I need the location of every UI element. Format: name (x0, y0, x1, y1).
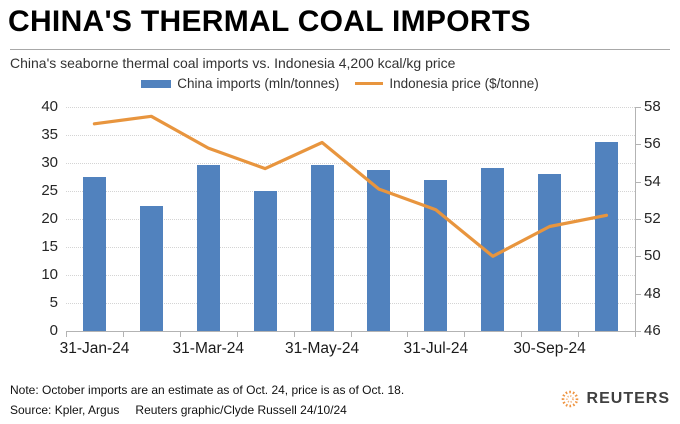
bar-1 (82, 177, 106, 331)
bar-7 (424, 179, 448, 331)
x-axis-tick (179, 332, 181, 337)
right-axis-tick (636, 293, 641, 295)
bar-5 (310, 165, 334, 331)
gridline-15 (66, 247, 635, 248)
x-axis-label-30-Sep-24: 30-Sep-24 (513, 340, 586, 357)
credit-text: Reuters graphic/Clyde Russell 24/10/24 (135, 403, 347, 417)
left-axis-label-25: 25 (41, 182, 58, 199)
gridline-30 (66, 163, 635, 164)
bar-9 (538, 173, 562, 331)
combo-chart: 0 5 10 15 20 25 30 35 40 46 48 50 52 54 56 58 31-Jan-24 3… (41, 98, 661, 357)
chart-legend: China imports (mln/tonnes) Indonesia pri… (0, 76, 680, 91)
legend-line-label: Indonesia price ($/tonne) (389, 76, 539, 91)
x-axis-label-31-May-24: 31-May-24 (285, 340, 360, 357)
gridline-5 (66, 303, 635, 304)
x-axis-tick (293, 332, 295, 337)
right-axis-tick (636, 219, 641, 220)
reuters-logo: REUTERS (560, 389, 670, 409)
left-axis-label-10: 10 (41, 266, 58, 283)
left-axis-label-40: 40 (41, 98, 58, 115)
x-axis-tick (122, 332, 124, 337)
gridline-20 (66, 219, 635, 220)
source-line: Source: Kpler, Argus Reuters graphic/Clyd… (10, 403, 347, 417)
reuters-wordmark: REUTERS (586, 390, 670, 407)
x-axis-tick (236, 332, 238, 337)
left-axis-label-20: 20 (41, 210, 58, 227)
right-axis-label-56: 56 (644, 135, 661, 153)
bar-6 (367, 170, 391, 331)
left-axis-label-5: 5 (49, 294, 58, 311)
x-axis-tick (635, 332, 636, 337)
gridline-10 (66, 275, 635, 276)
gridline-25 (66, 191, 635, 192)
x-axis-tick (578, 332, 580, 337)
right-axis-label-48: 48 (644, 284, 661, 302)
gridline-35 (66, 135, 635, 136)
x-axis-tick (350, 332, 352, 337)
plot-area (66, 107, 641, 337)
right-axis-label-54: 54 (644, 172, 661, 190)
x-axis-label-31-Jan-24: 31-Jan-24 (59, 340, 130, 357)
footnote: Note: October imports are an estimate as… (10, 383, 405, 397)
price-line-layer (92, 114, 609, 258)
bar-2 (139, 205, 163, 331)
bar-3 (196, 164, 220, 331)
bar-8 (481, 168, 505, 331)
right-axis-label-52: 52 (644, 210, 661, 227)
right-axis-label-50: 50 (644, 247, 661, 265)
right-axis-tick (636, 256, 641, 258)
left-axis-label-15: 15 (41, 238, 58, 255)
reuters-spiral-icon (561, 390, 578, 408)
right-axis-line (635, 107, 636, 332)
x-axis-label-31-Jul-24: 31-Jul-24 (403, 340, 469, 357)
chart-subtitle: China's seaborne thermal coal imports vs… (10, 55, 456, 71)
legend-bar-swatch-icon (141, 79, 172, 88)
x-axis-tick (66, 332, 67, 337)
right-axis-tick (636, 144, 641, 146)
indonesia-price-line (92, 114, 609, 258)
x-axis-line (66, 331, 635, 332)
left-axis-label-30: 30 (41, 154, 58, 171)
right-axis-tick (636, 107, 641, 108)
page-title: CHINA'S THERMAL COAL IMPORTS (8, 5, 531, 38)
right-axis-tick (636, 331, 641, 332)
x-axis-label-31-Mar-24: 31-Mar-24 (172, 340, 245, 357)
gridline-40 (66, 107, 635, 108)
bar-4 (253, 191, 277, 331)
bar-10 (595, 141, 618, 331)
right-axis-tick (636, 181, 641, 183)
title-divider (10, 49, 670, 50)
source-text: Source: Kpler, Argus (10, 403, 120, 417)
right-axis-label-58: 58 (644, 98, 661, 115)
x-axis-tick (521, 332, 523, 337)
x-axis-tick (464, 332, 466, 337)
left-axis-label-35: 35 (41, 126, 58, 143)
left-axis-label-0: 0 (49, 322, 58, 339)
right-axis-label-46: 46 (644, 322, 661, 339)
legend-bar-label: China imports (mln/tonnes) (177, 76, 340, 91)
x-axis-tick (407, 332, 409, 337)
legend-line-swatch-icon (355, 82, 384, 85)
